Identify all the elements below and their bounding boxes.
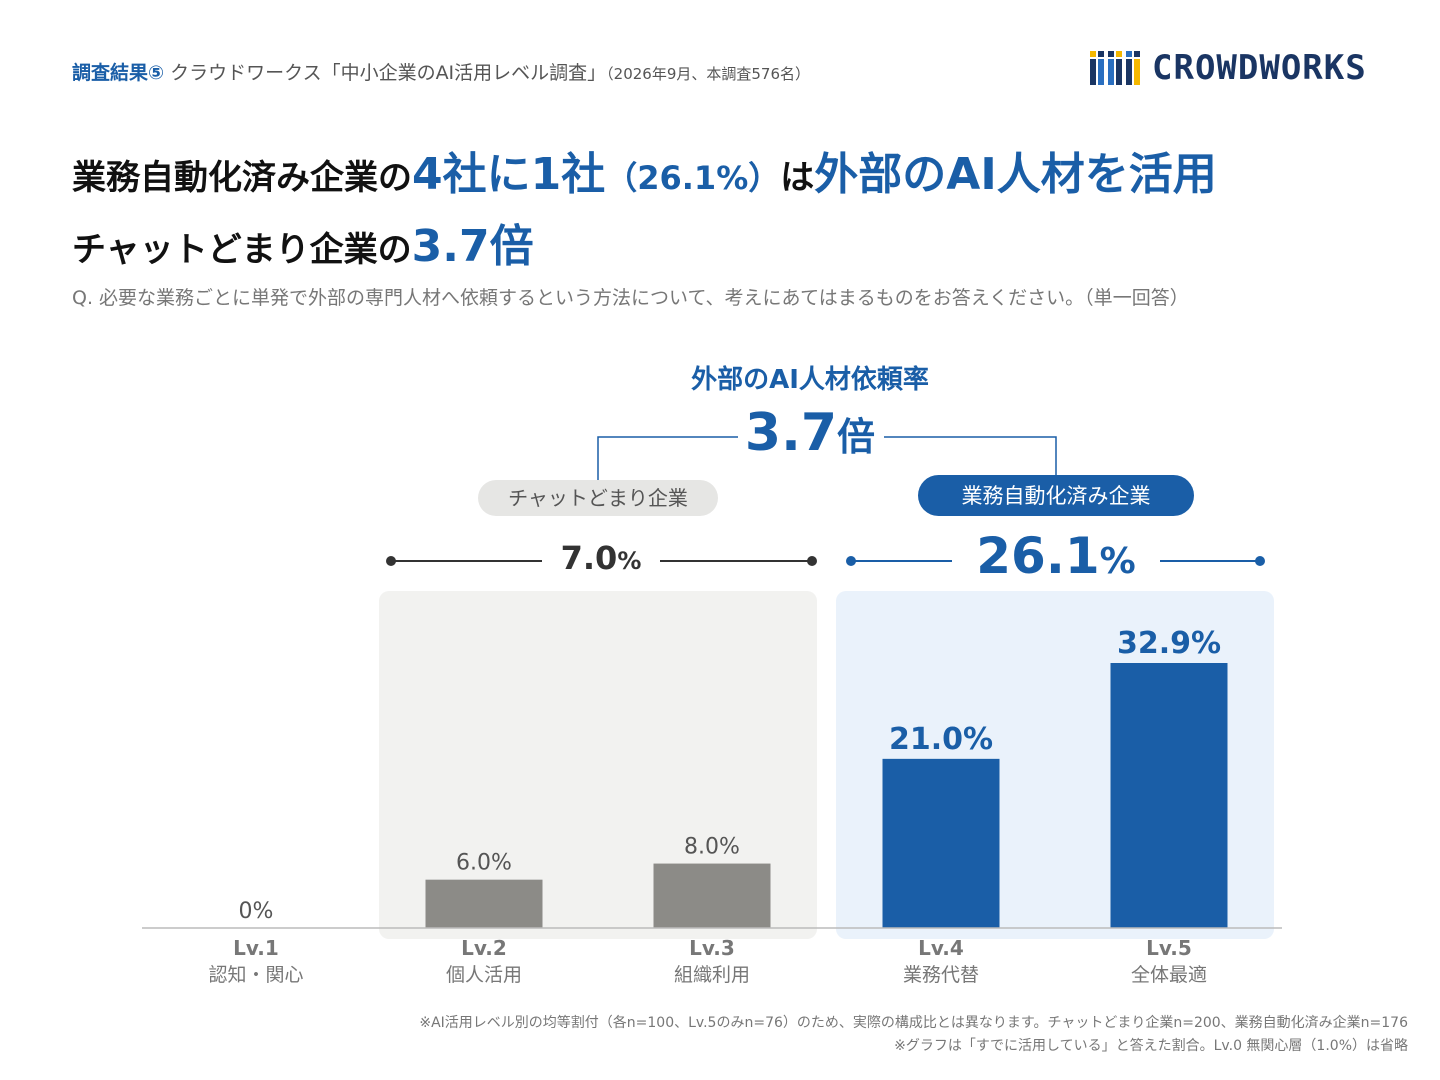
survey-header: 調査結果⑤ クラウドワークス「中小企業のAI活用レベル調査」（2026年9月、本… bbox=[72, 58, 810, 85]
group-b-value: 26.1% bbox=[976, 527, 1135, 585]
group-b-pill bbox=[918, 475, 1194, 516]
group-a-label: チャットどまり企業 bbox=[508, 486, 688, 510]
value-label-3: 8.0% bbox=[684, 835, 740, 860]
survey-label: 調査結果⑤ bbox=[72, 62, 165, 84]
category-label-5: Lv.5 bbox=[1146, 936, 1192, 960]
footnote-1: ※AI活用レベル別の均等割付（各n=100、Lv.5のみn=76）のため、実際の… bbox=[419, 1015, 1408, 1031]
headline-l1-d: は bbox=[780, 158, 815, 198]
group-background-1 bbox=[379, 591, 817, 939]
headline-l1-c: （26.1%） bbox=[605, 159, 781, 197]
group-a-unit: % bbox=[617, 547, 641, 575]
group-a-pill bbox=[478, 480, 718, 516]
survey-source: クラウドワークス「中小企業のAI活用レベル調査」 bbox=[164, 62, 607, 84]
category-label-3: Lv.3 bbox=[689, 936, 735, 960]
ratio-unit: 倍 bbox=[837, 415, 875, 459]
group-b-dot-left bbox=[846, 556, 856, 566]
subcategory-label-3: 組織利用 bbox=[674, 964, 750, 986]
bar-lv2 bbox=[425, 879, 543, 928]
logo-mark-icon bbox=[1090, 51, 1140, 85]
value-label-5: 32.9% bbox=[1117, 626, 1221, 661]
value-label-2: 6.0% bbox=[456, 851, 512, 876]
headline-line-2: チャットどまり企業の3.7倍 bbox=[72, 210, 534, 274]
value-label-1: 0% bbox=[239, 899, 274, 924]
headline-l1-b: 4社に1社 bbox=[412, 149, 606, 200]
ratio-value: 3.7倍 bbox=[745, 403, 875, 463]
group-a-dot-left bbox=[386, 556, 396, 566]
headline-l2-a: チャットどまり企業の bbox=[72, 230, 412, 270]
subcategory-label-5: 全体最適 bbox=[1131, 964, 1207, 986]
bar-lv5 bbox=[1110, 663, 1228, 928]
headline-l2-b: 3.7倍 bbox=[411, 221, 534, 272]
category-label-1: Lv.1 bbox=[233, 936, 279, 960]
crowdworks-logo: CROWDWORKS bbox=[1090, 48, 1367, 88]
group-a-number: 7.0 bbox=[561, 539, 618, 577]
footnote-2: ※グラフは「すでに活用している」と答えた割合。Lv.0 無関心層（1.0%）は省… bbox=[894, 1038, 1408, 1054]
bar-lv3 bbox=[653, 863, 771, 928]
headline-line-1: 業務自動化済み企業の4社に1社（26.1%）は外部のAI人材を活用 bbox=[72, 138, 1217, 202]
value-label-4: 21.0% bbox=[889, 722, 993, 757]
connector-left bbox=[597, 436, 738, 480]
group-b-dot-right bbox=[1255, 556, 1265, 566]
survey-meta: （2026年9月、本調査576名） bbox=[606, 65, 811, 83]
group-b-label: 業務自動化済み企業 bbox=[962, 484, 1151, 508]
group-a-dot-right bbox=[807, 556, 817, 566]
headline-l1-a: 業務自動化済み企業の bbox=[72, 158, 412, 198]
subcategory-label-2: 個人活用 bbox=[446, 964, 522, 986]
group-a-value: 7.0% bbox=[561, 539, 642, 577]
axis-labels: Lv.1 認知・関心 Lv.2 個人活用 Lv.3 組織利用 Lv.4 業務代替 Lv.5 全体最… bbox=[208, 936, 1207, 986]
category-label-4: Lv.4 bbox=[918, 936, 964, 960]
logo-text: CROWDWORKS bbox=[1152, 48, 1367, 88]
survey-question: Q. 必要な業務ごとに単発で外部の専門人材へ依頼するという方法について、考えにあ… bbox=[72, 287, 1189, 309]
comparison-title: 外部のAI人材依頼率 bbox=[691, 364, 929, 395]
ratio-number: 3.7 bbox=[745, 403, 837, 463]
group-b-number: 26.1 bbox=[976, 527, 1099, 585]
bar-lv4 bbox=[882, 758, 1000, 928]
connector-right bbox=[884, 436, 1057, 478]
subcategory-label-1: 認知・関心 bbox=[208, 964, 303, 986]
subcategory-label-4: 業務代替 bbox=[903, 964, 979, 986]
headline-l1-e: 外部のAI人材を活用 bbox=[814, 149, 1217, 200]
bars: 0% 6.0% 8.0% 21.0% 32.9% bbox=[239, 626, 1228, 928]
group-b-unit: % bbox=[1100, 541, 1136, 582]
category-label-2: Lv.2 bbox=[461, 936, 507, 960]
